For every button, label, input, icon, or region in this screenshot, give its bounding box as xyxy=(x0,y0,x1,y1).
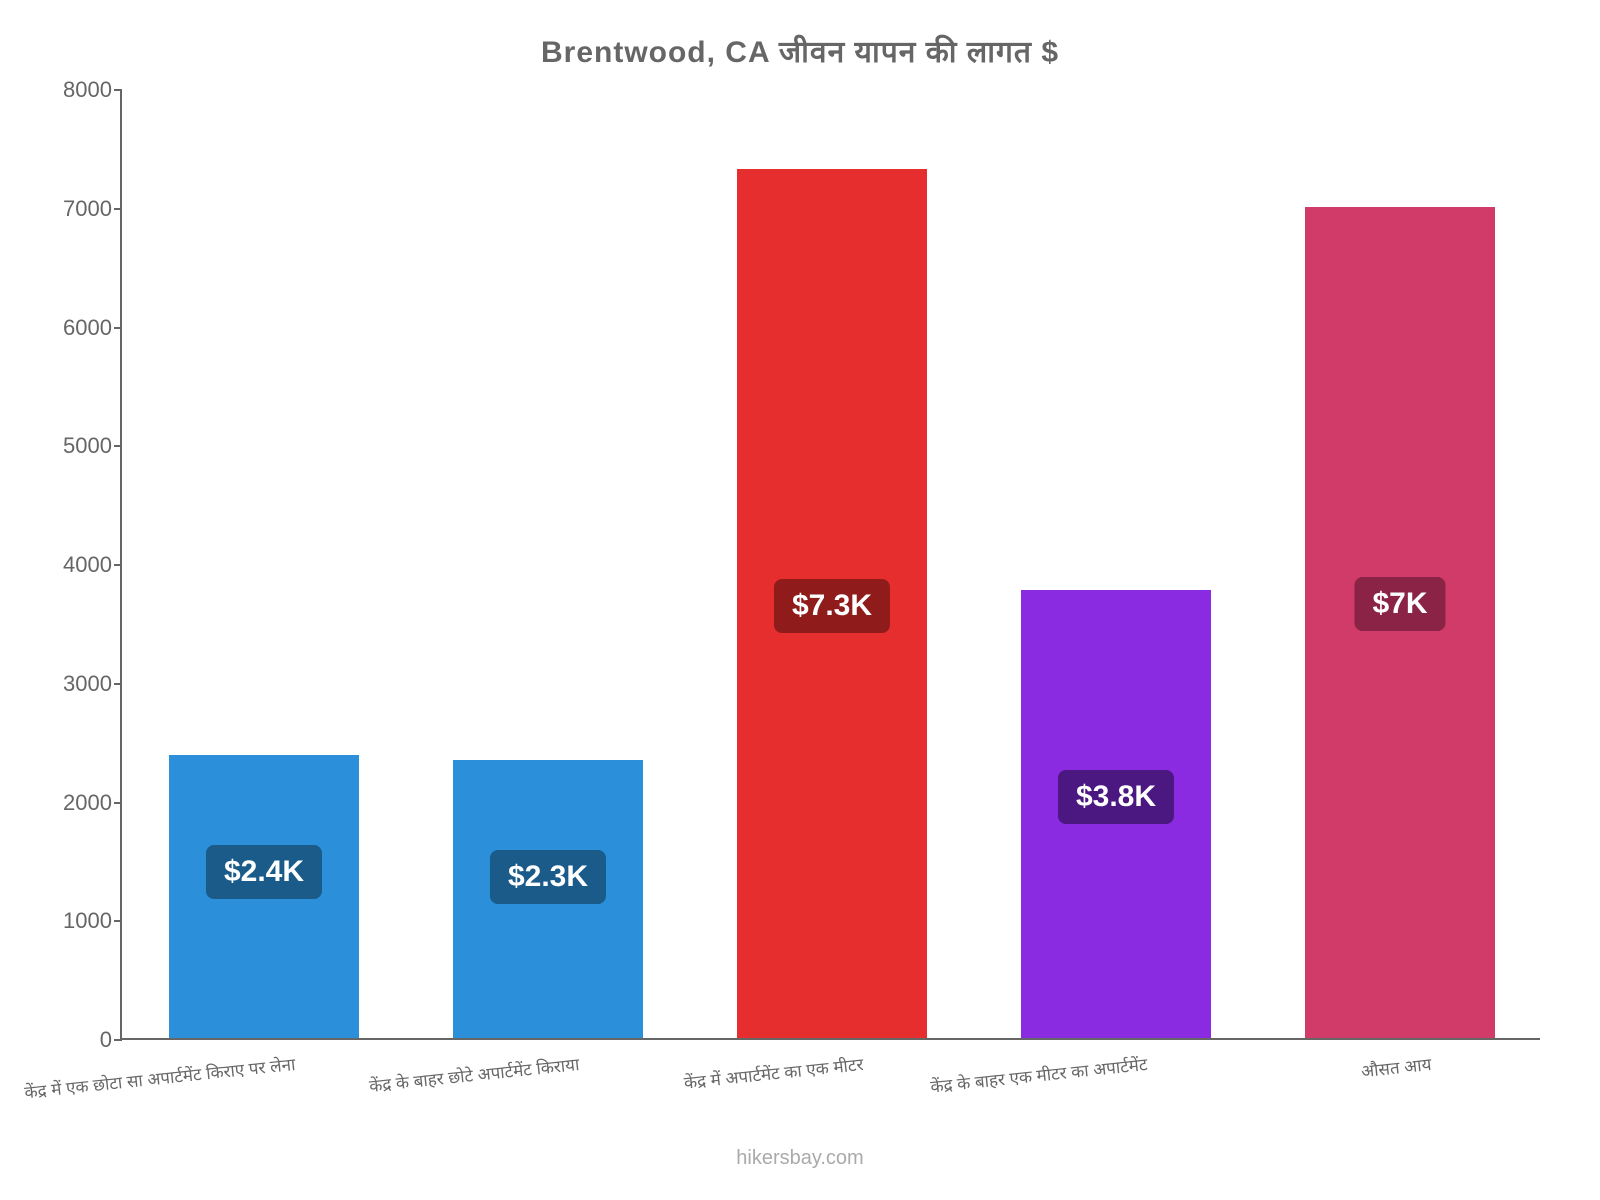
y-tick-mark xyxy=(114,327,122,329)
y-tick-label: 1000 xyxy=(52,908,112,934)
y-tick-label: 6000 xyxy=(52,315,112,341)
y-tick-mark xyxy=(114,802,122,804)
watermark: hikersbay.com xyxy=(0,1147,1600,1170)
y-tick-mark xyxy=(114,683,122,685)
chart-title: Brentwood, CA जीवन यापन की लागत $ xyxy=(0,30,1600,71)
y-tick-label: 7000 xyxy=(52,196,112,222)
bar-value-badge: $7K xyxy=(1354,577,1445,631)
y-tick-mark xyxy=(114,208,122,210)
bar-value-badge: $2.3K xyxy=(490,850,606,904)
bar: $2.3K xyxy=(453,760,643,1038)
bar-value-badge: $3.8K xyxy=(1058,770,1174,824)
y-tick-mark xyxy=(114,1039,122,1041)
y-tick-label: 8000 xyxy=(52,77,112,103)
x-axis-label: केंद्र के बाहर छोटे अपार्टमेंट किराया xyxy=(250,1052,581,1109)
plot-area: 010002000300040005000600070008000$2.4Kके… xyxy=(120,90,1540,1040)
bar: $7.3K xyxy=(737,169,927,1038)
x-axis-label: केंद्र में अपार्टमेंट का एक मीटर xyxy=(534,1052,865,1109)
y-tick-label: 2000 xyxy=(52,790,112,816)
bar: $2.4K xyxy=(169,755,359,1038)
x-axis-label: केंद्र के बाहर एक मीटर का अपार्टमेंट xyxy=(818,1052,1149,1109)
x-axis-label: औसत आय xyxy=(1102,1052,1433,1109)
bar-value-badge: $2.4K xyxy=(206,845,322,899)
y-tick-mark xyxy=(114,445,122,447)
y-tick-mark xyxy=(114,89,122,91)
y-tick-mark xyxy=(114,564,122,566)
bar-value-badge: $7.3K xyxy=(774,579,890,633)
chart-container: Brentwood, CA जीवन यापन की लागत $ 010002… xyxy=(0,0,1600,1200)
y-tick-label: 3000 xyxy=(52,671,112,697)
y-tick-label: 0 xyxy=(52,1027,112,1053)
y-tick-label: 5000 xyxy=(52,433,112,459)
bar: $3.8K xyxy=(1021,590,1211,1038)
y-tick-label: 4000 xyxy=(52,552,112,578)
y-tick-mark xyxy=(114,920,122,922)
bar: $7K xyxy=(1305,207,1495,1038)
